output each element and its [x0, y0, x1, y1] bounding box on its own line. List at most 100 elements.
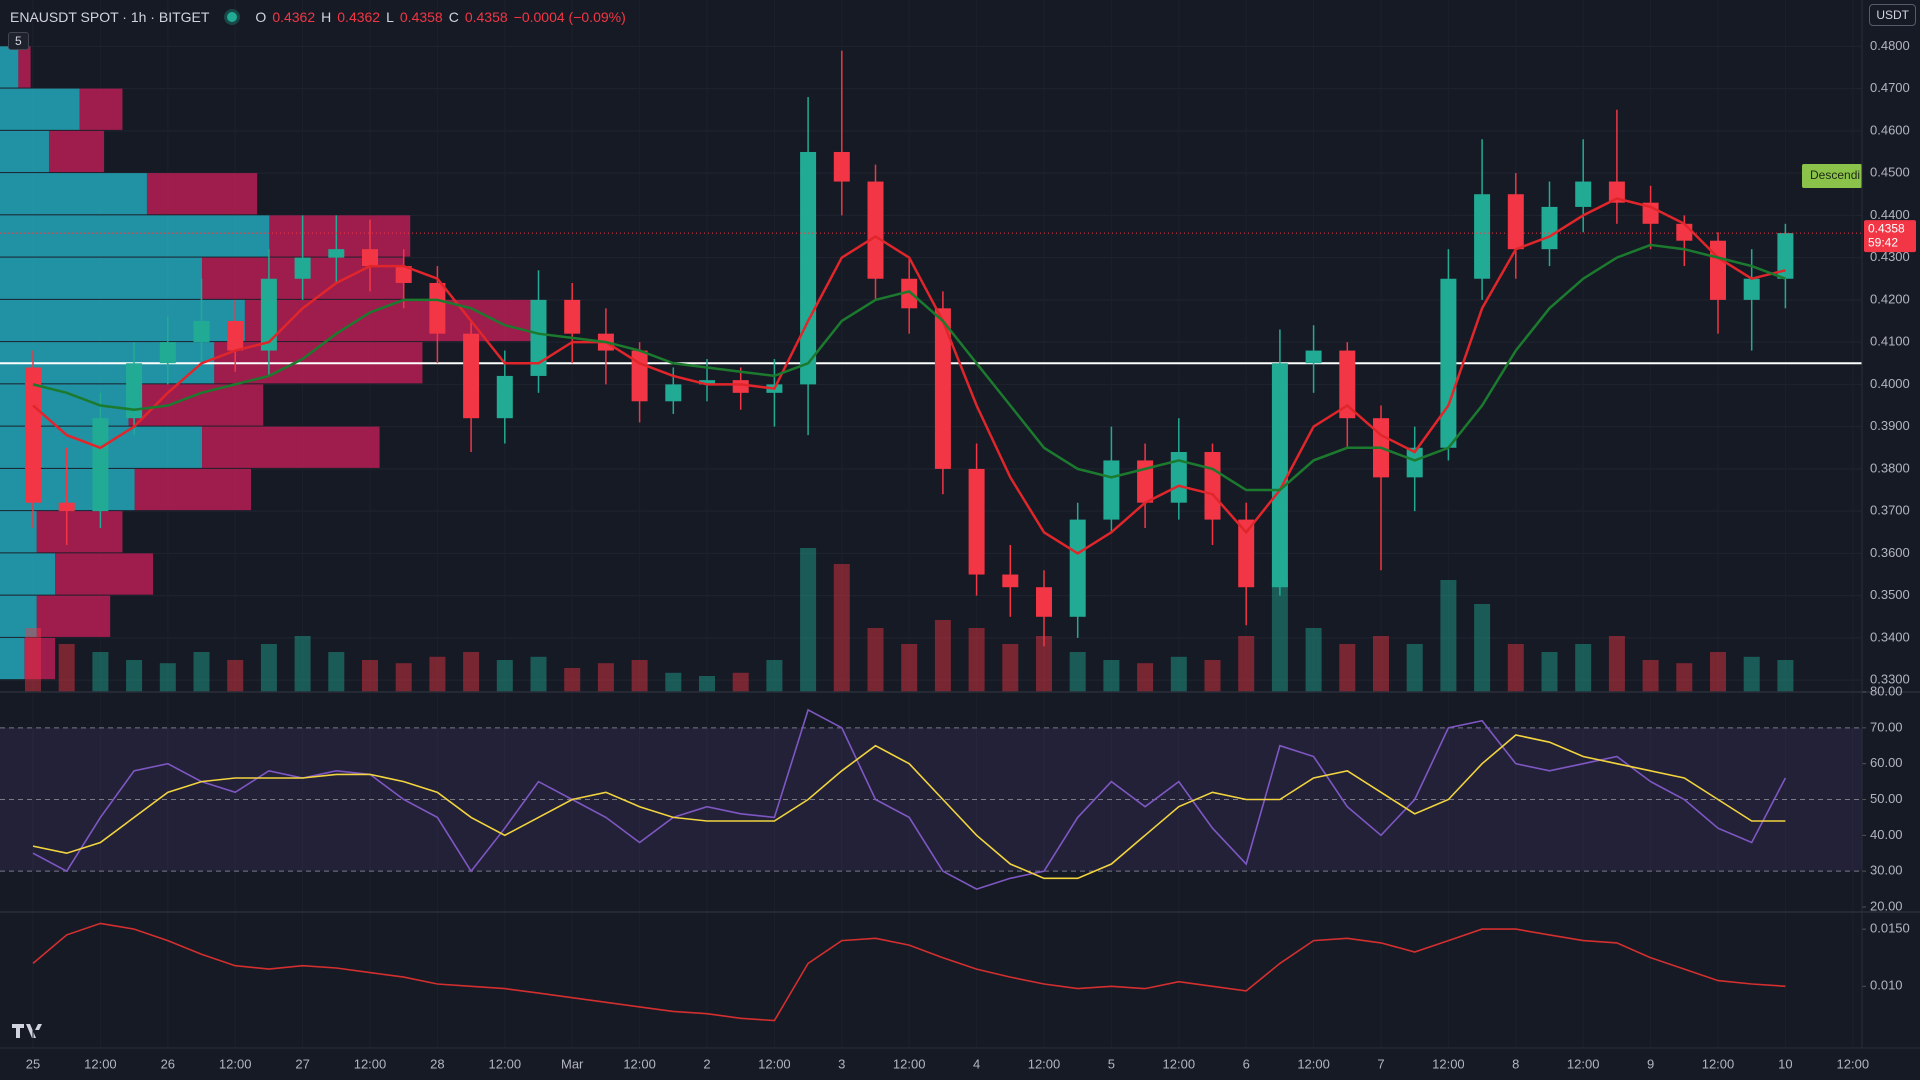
header: ENAUSDT SPOT · 1h · BITGET O 0.4362 H 0.43…: [10, 6, 626, 28]
profile-down: [134, 468, 252, 511]
candle-body: [1002, 574, 1019, 588]
volume-bar: [1103, 660, 1120, 692]
candle-body: [395, 266, 412, 283]
profile-down: [18, 46, 31, 88]
volume-bar: [193, 652, 210, 692]
candle-body: [1170, 451, 1187, 503]
volume-bar: [463, 652, 480, 692]
volume-bar: [699, 676, 715, 692]
profile-up: [0, 637, 25, 680]
candle-body: [901, 278, 918, 309]
high: 0.4362: [337, 9, 381, 25]
candle-body: [126, 363, 143, 419]
volume-bar: [1305, 628, 1322, 692]
volume-bar: [1440, 580, 1457, 692]
close: 0.4358: [464, 9, 508, 25]
volume-bar: [1238, 636, 1255, 692]
volume-bar: [800, 548, 817, 692]
candle-body: [833, 151, 850, 182]
y-tick-label: 20.00: [1870, 898, 1903, 913]
volume-bar: [665, 672, 682, 692]
volume-bar: [92, 652, 109, 692]
y-tick-label: 0.0150: [1870, 921, 1910, 936]
x-tick-label: 28: [430, 1056, 444, 1071]
volume-bar: [1002, 644, 1019, 692]
volume-bar: [968, 628, 985, 692]
volume-bar: [1271, 580, 1288, 692]
x-tick-label: 12:00: [489, 1056, 522, 1071]
candle-body: [362, 249, 378, 267]
candle-body: [1036, 587, 1052, 617]
candle-body: [1069, 519, 1086, 617]
volume-bar: [867, 628, 884, 692]
last-price-label: 0.4358: [1868, 221, 1905, 235]
candle-body: [631, 350, 648, 402]
x-tick-label: 12:00: [1297, 1056, 1330, 1071]
y-tick-label: 0.4700: [1870, 80, 1910, 95]
profile-up: [0, 384, 129, 426]
candle-body: [1406, 447, 1423, 478]
x-tick-label: 12:00: [1028, 1056, 1061, 1071]
volume-bar: [1777, 660, 1794, 692]
x-tick-label: 3: [838, 1056, 845, 1071]
y-tick-label: 0.4500: [1870, 165, 1910, 180]
y-tick-label: 70.00: [1870, 719, 1903, 734]
countdown: 59:42: [1868, 235, 1898, 249]
volume-bar: [1575, 644, 1592, 692]
profile-up: [0, 173, 147, 215]
profile-up: [0, 595, 37, 637]
x-tick-label: 4: [973, 1056, 980, 1071]
y-tick-label: 0.4400: [1870, 207, 1910, 222]
candle-body: [1541, 206, 1558, 250]
candle-body: [1676, 223, 1693, 241]
candle-body: [699, 380, 715, 385]
open: 0.4362: [272, 9, 316, 25]
volume-bar: [1608, 636, 1625, 692]
price-axis-bg: [1862, 0, 1920, 1080]
profile-down: [55, 553, 154, 595]
c-label: C: [448, 9, 459, 25]
candle-body: [328, 249, 345, 258]
volume-bar: [833, 564, 850, 692]
x-tick-label: 2: [703, 1056, 710, 1071]
candle-body: [1339, 350, 1356, 419]
candle-body: [1271, 363, 1288, 588]
annotation: Descendi: [1810, 168, 1860, 182]
candle-body: [1575, 181, 1592, 207]
candle-body: [1710, 240, 1726, 300]
x-tick-label: 10: [1778, 1056, 1792, 1071]
volume-bar: [530, 656, 547, 692]
candle-body: [1440, 278, 1457, 448]
x-tick-label: Mar: [561, 1056, 584, 1071]
volume-bar: [227, 660, 244, 692]
volume-bar: [1642, 660, 1659, 692]
profile-down: [48, 130, 105, 173]
candle-body: [227, 320, 244, 351]
l-label: L: [386, 9, 394, 25]
y-tick-label: 0.3600: [1870, 545, 1910, 560]
x-tick-label: 9: [1647, 1056, 1654, 1071]
o-label: O: [255, 9, 267, 25]
profile-down: [244, 299, 539, 342]
volume-bar: [564, 668, 581, 692]
candle-body: [92, 418, 109, 512]
profile-up: [0, 88, 80, 130]
currency-button[interactable]: USDT: [1869, 4, 1916, 26]
indicators-toggle[interactable]: 5: [8, 32, 29, 50]
volume-bar: [1474, 604, 1491, 692]
candle-body: [530, 299, 547, 376]
x-tick-label: 12:00: [893, 1056, 926, 1071]
x-tick-label: 6: [1243, 1056, 1250, 1071]
y-tick-label: 0.4300: [1870, 249, 1910, 264]
candle-body: [1743, 278, 1760, 300]
profile-down: [24, 637, 56, 680]
volume-bar: [159, 663, 176, 692]
y-tick-label: 0.3800: [1870, 460, 1910, 475]
profile-up: [0, 553, 56, 595]
candle-body: [1204, 451, 1221, 520]
volume-bar: [25, 628, 41, 692]
volume-bar: [260, 644, 277, 692]
candle-body: [564, 299, 581, 334]
low: 0.4358: [399, 9, 443, 25]
